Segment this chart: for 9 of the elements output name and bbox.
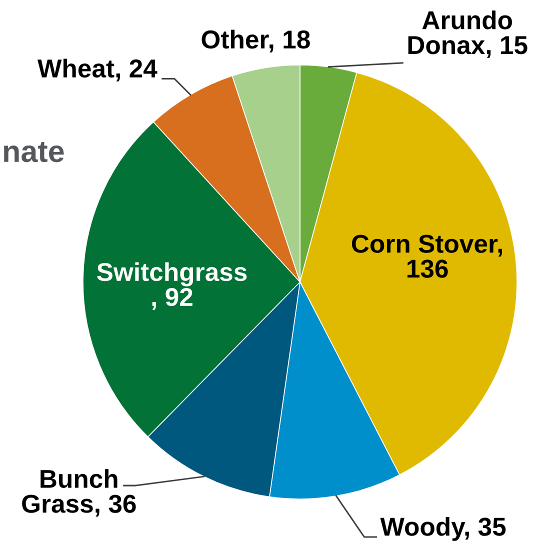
slice-label: Switchgrass [97, 262, 247, 286]
text: nate [4, 142, 64, 162]
slice-label: Bunch Grass, 36 [22, 469, 136, 517]
slice-label: Other, 18 [202, 30, 310, 52]
slice-label: Wheat, 24 [37, 58, 158, 82]
data-label: , 92 [152, 288, 192, 310]
slice-label: Corn Stover, 136 [352, 234, 502, 278]
slice-label: Arundo Donax, 15 [408, 10, 528, 58]
slice-label: Woody, 35 [380, 516, 506, 541]
